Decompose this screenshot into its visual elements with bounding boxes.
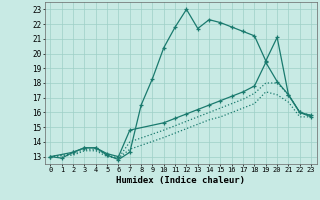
X-axis label: Humidex (Indice chaleur): Humidex (Indice chaleur) [116,176,245,185]
